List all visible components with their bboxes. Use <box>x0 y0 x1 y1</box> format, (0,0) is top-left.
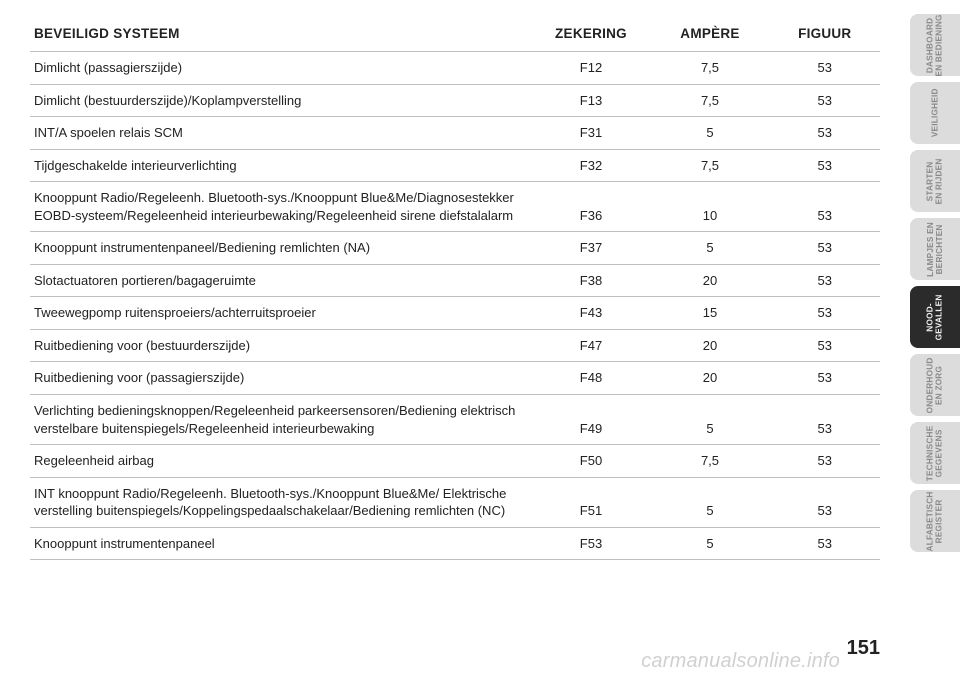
cell-amp: 5 <box>651 527 770 560</box>
table-row: Dimlicht (bestuurderszijde)/Koplampverst… <box>30 84 880 117</box>
cell-fig: 53 <box>770 329 881 362</box>
section-tab-label: ALFABETISCH REGISTER <box>926 491 945 551</box>
cell-fuse: F48 <box>532 362 651 395</box>
cell-fuse: F32 <box>532 149 651 182</box>
cell-system: Knooppunt instrumentenpaneel <box>30 527 532 560</box>
cell-fuse: F47 <box>532 329 651 362</box>
cell-fuse: F50 <box>532 445 651 478</box>
cell-fuse: F13 <box>532 84 651 117</box>
section-tabs: DASHBOARD EN BEDIENING VEILIGHEID STARTEN … <box>910 14 960 552</box>
cell-system: Knooppunt instrumentenpaneel/Bediening r… <box>30 232 532 265</box>
table-row: INT knooppunt Radio/Regeleenh. Bluetooth… <box>30 477 880 527</box>
cell-amp: 7,5 <box>651 84 770 117</box>
cell-system: Tweewegpomp ruitensproeiers/achterruitsp… <box>30 297 532 330</box>
cell-fuse: F49 <box>532 395 651 445</box>
cell-system: INT/A spoelen relais SCM <box>30 117 532 150</box>
cell-fuse: F38 <box>532 264 651 297</box>
section-tab[interactable]: NOOD- GEVALLEN <box>910 286 960 348</box>
table-row: Ruitbediening voor (bestuurderszijde)F47… <box>30 329 880 362</box>
header-fuse: ZEKERING <box>532 20 651 52</box>
cell-amp: 7,5 <box>651 445 770 478</box>
cell-fig: 53 <box>770 362 881 395</box>
section-tab[interactable]: DASHBOARD EN BEDIENING <box>910 14 960 76</box>
page-number: 151 <box>847 637 880 660</box>
cell-system: Ruitbediening voor (passagierszijde) <box>30 362 532 395</box>
section-tab-label: NOOD- GEVALLEN <box>926 294 945 340</box>
cell-system: Ruitbediening voor (bestuurderszijde) <box>30 329 532 362</box>
table-row: INT/A spoelen relais SCMF31553 <box>30 117 880 150</box>
cell-fig: 53 <box>770 527 881 560</box>
section-tab[interactable]: STARTEN EN RIJDEN <box>910 150 960 212</box>
cell-fig: 53 <box>770 182 881 232</box>
cell-amp: 5 <box>651 117 770 150</box>
table-row: Ruitbediening voor (passagierszijde)F482… <box>30 362 880 395</box>
cell-amp: 5 <box>651 232 770 265</box>
cell-amp: 5 <box>651 477 770 527</box>
cell-amp: 20 <box>651 329 770 362</box>
cell-fuse: F12 <box>532 52 651 85</box>
cell-amp: 10 <box>651 182 770 232</box>
section-tab[interactable]: TECHNISCHE GEGEVENS <box>910 422 960 484</box>
section-tab-label: ONDERHOUD EN ZORG <box>926 357 945 413</box>
cell-amp: 20 <box>651 362 770 395</box>
table-row: Knooppunt instrumentenpaneelF53553 <box>30 527 880 560</box>
table-row: Knooppunt instrumentenpaneel/Bediening r… <box>30 232 880 265</box>
section-tab-label: VEILIGHEID <box>930 89 939 138</box>
cell-fig: 53 <box>770 445 881 478</box>
section-tab-label: LAMPJES EN BERICHTEN <box>926 222 945 277</box>
cell-amp: 5 <box>651 395 770 445</box>
cell-fig: 53 <box>770 297 881 330</box>
cell-fuse: F36 <box>532 182 651 232</box>
table-row: Tweewegpomp ruitensproeiers/achterruitsp… <box>30 297 880 330</box>
table-row: Verlichting bedieningsknoppen/Regeleenhe… <box>30 395 880 445</box>
cell-fuse: F53 <box>532 527 651 560</box>
cell-fuse: F43 <box>532 297 651 330</box>
cell-fig: 53 <box>770 232 881 265</box>
cell-fig: 53 <box>770 117 881 150</box>
cell-fig: 53 <box>770 477 881 527</box>
section-tab-label: TECHNISCHE GEGEVENS <box>926 425 945 481</box>
cell-amp: 20 <box>651 264 770 297</box>
cell-amp: 15 <box>651 297 770 330</box>
cell-amp: 7,5 <box>651 52 770 85</box>
section-tab[interactable]: VEILIGHEID <box>910 82 960 144</box>
header-amp: AMPÈRE <box>651 20 770 52</box>
cell-system: Verlichting bedieningsknoppen/Regeleenhe… <box>30 395 532 445</box>
section-tab[interactable]: LAMPJES EN BERICHTEN <box>910 218 960 280</box>
cell-fig: 53 <box>770 52 881 85</box>
header-fig: FIGUUR <box>770 20 881 52</box>
table-header-row: BEVEILIGD SYSTEEM ZEKERING AMPÈRE FIGUUR <box>30 20 880 52</box>
cell-system: Slotactuatoren portieren/bagageruimte <box>30 264 532 297</box>
cell-amp: 7,5 <box>651 149 770 182</box>
section-tab[interactable]: ONDERHOUD EN ZORG <box>910 354 960 416</box>
cell-system: Dimlicht (passagierszijde) <box>30 52 532 85</box>
fuse-table: BEVEILIGD SYSTEEM ZEKERING AMPÈRE FIGUUR… <box>30 20 880 560</box>
table-row: Slotactuatoren portieren/bagageruimteF38… <box>30 264 880 297</box>
table-row: Knooppunt Radio/Regeleenh. Bluetooth-sys… <box>30 182 880 232</box>
cell-system: Tijdgeschakelde interieurverlichting <box>30 149 532 182</box>
cell-fig: 53 <box>770 149 881 182</box>
section-tab[interactable]: ALFABETISCH REGISTER <box>910 490 960 552</box>
table-row: Tijdgeschakelde interieurverlichtingF327… <box>30 149 880 182</box>
cell-fig: 53 <box>770 84 881 117</box>
cell-system: INT knooppunt Radio/Regeleenh. Bluetooth… <box>30 477 532 527</box>
table-row: Dimlicht (passagierszijde)F127,553 <box>30 52 880 85</box>
section-tab-label: DASHBOARD EN BEDIENING <box>926 14 945 76</box>
cell-system: Regeleenheid airbag <box>30 445 532 478</box>
cell-fuse: F31 <box>532 117 651 150</box>
cell-fuse: F37 <box>532 232 651 265</box>
cell-system: Dimlicht (bestuurderszijde)/Koplampverst… <box>30 84 532 117</box>
header-system: BEVEILIGD SYSTEEM <box>30 20 532 52</box>
cell-fig: 53 <box>770 264 881 297</box>
table-row: Regeleenheid airbagF507,553 <box>30 445 880 478</box>
cell-fig: 53 <box>770 395 881 445</box>
cell-system: Knooppunt Radio/Regeleenh. Bluetooth-sys… <box>30 182 532 232</box>
cell-fuse: F51 <box>532 477 651 527</box>
section-tab-label: STARTEN EN RIJDEN <box>926 158 945 204</box>
page-content: BEVEILIGD SYSTEEM ZEKERING AMPÈRE FIGUUR… <box>30 20 880 660</box>
